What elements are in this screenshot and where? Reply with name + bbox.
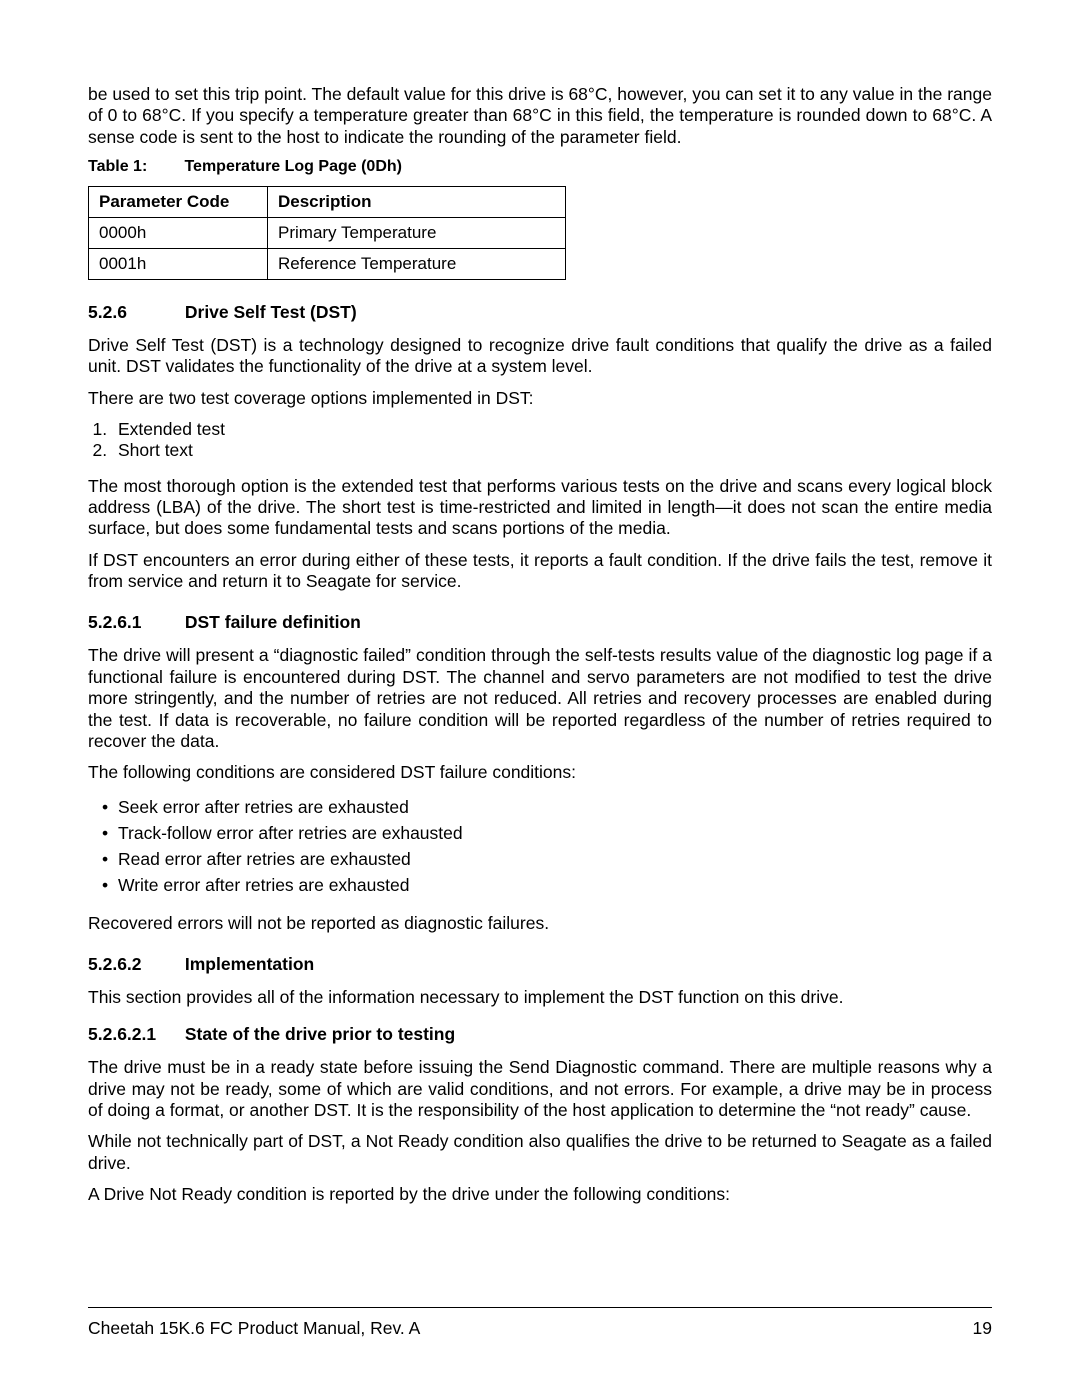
paragraph: While not technically part of DST, a Not… <box>88 1131 992 1174</box>
paragraph: A Drive Not Ready condition is reported … <box>88 1184 992 1205</box>
paragraph: There are two test coverage options impl… <box>88 388 992 409</box>
heading-5-2-6-2-1: 5.2.6.2.1 State of the drive prior to te… <box>88 1024 992 1045</box>
paragraph: This section provides all of the informa… <box>88 987 992 1008</box>
paragraph: The most thorough option is the extended… <box>88 476 992 540</box>
list-item: Read error after retries are exhausted <box>102 846 992 872</box>
list-item: Track-follow error after retries are exh… <box>102 820 992 846</box>
list-item: Write error after retries are exhausted <box>102 872 992 898</box>
table-cell: Primary Temperature <box>268 218 566 249</box>
table-header: Description <box>268 187 566 218</box>
heading-5-2-6: 5.2.6 Drive Self Test (DST) <box>88 302 992 323</box>
paragraph: The following conditions are considered … <box>88 762 992 783</box>
paragraph: The drive will present a “diagnostic fai… <box>88 645 992 752</box>
document-page: be used to set this trip point. The defa… <box>0 0 1080 1397</box>
paragraph: Drive Self Test (DST) is a technology de… <box>88 335 992 378</box>
heading-title: Implementation <box>185 954 314 974</box>
table-caption: Table 1: Temperature Log Page (0Dh) <box>88 158 992 176</box>
heading-title: Drive Self Test (DST) <box>185 302 357 322</box>
heading-number: 5.2.6.2 <box>88 954 180 975</box>
footer-left: Cheetah 15K.6 FC Product Manual, Rev. A <box>88 1318 420 1339</box>
heading-5-2-6-1: 5.2.6.1 DST failure definition <box>88 612 992 633</box>
heading-title: DST failure definition <box>185 612 361 632</box>
table-caption-label: Table 1: <box>88 158 180 176</box>
table-header-row: Parameter Code Description <box>89 187 566 218</box>
table-row: 0001h Reference Temperature <box>89 249 566 280</box>
numbered-list: Extended test Short text <box>88 419 992 462</box>
table-cell: 0001h <box>89 249 268 280</box>
list-item: Short text <box>112 440 992 461</box>
temperature-log-table: Parameter Code Description 0000h Primary… <box>88 186 566 280</box>
list-item: Extended test <box>112 419 992 440</box>
table-cell: Reference Temperature <box>268 249 566 280</box>
heading-number: 5.2.6.2.1 <box>88 1024 180 1045</box>
table-row: 0000h Primary Temperature <box>89 218 566 249</box>
heading-number: 5.2.6 <box>88 302 180 323</box>
paragraph: Recovered errors will not be reported as… <box>88 913 992 934</box>
paragraph: If DST encounters an error during either… <box>88 550 992 593</box>
heading-5-2-6-2: 5.2.6.2 Implementation <box>88 954 992 975</box>
intro-paragraph: be used to set this trip point. The defa… <box>88 84 992 148</box>
bullet-list: Seek error after retries are exhausted T… <box>88 794 992 899</box>
list-item: Seek error after retries are exhausted <box>102 794 992 820</box>
footer-page-number: 19 <box>973 1318 992 1339</box>
paragraph: The drive must be in a ready state befor… <box>88 1057 992 1121</box>
table-cell: 0000h <box>89 218 268 249</box>
table-caption-title: Temperature Log Page (0Dh) <box>184 158 402 175</box>
heading-number: 5.2.6.1 <box>88 612 180 633</box>
table-header: Parameter Code <box>89 187 268 218</box>
heading-title: State of the drive prior to testing <box>185 1024 455 1044</box>
page-footer: Cheetah 15K.6 FC Product Manual, Rev. A … <box>88 1307 992 1339</box>
